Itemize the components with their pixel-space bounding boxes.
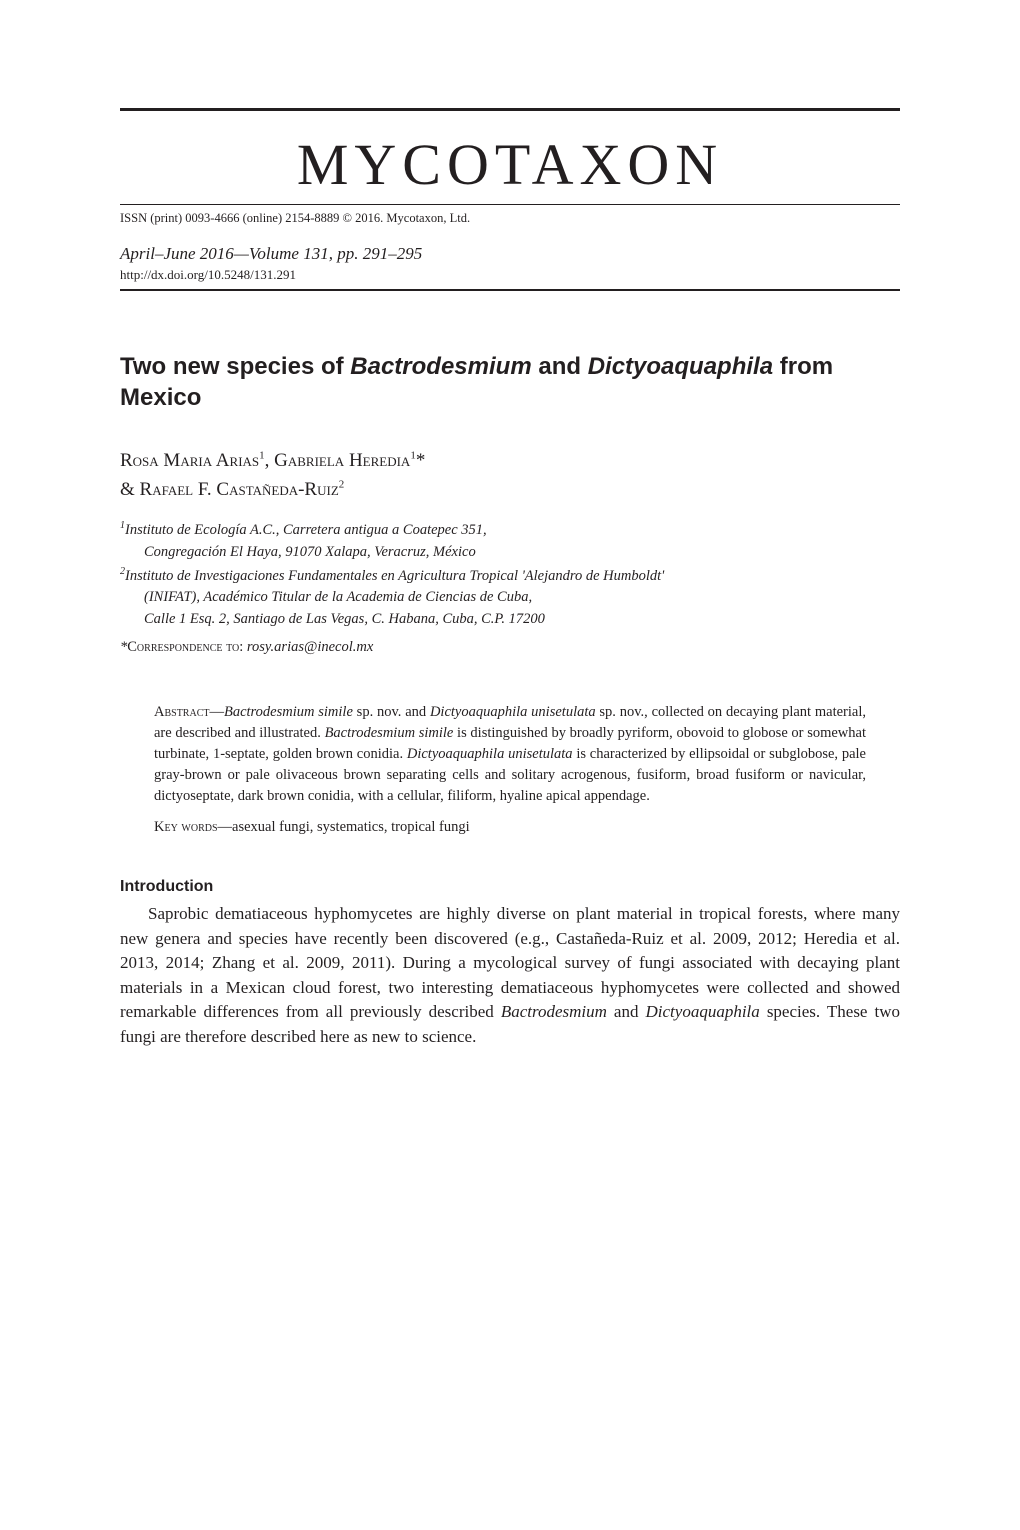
affiliations-block: 1Instituto de Ecología A.C., Carretera a… — [120, 518, 900, 630]
abstract-text-2: sp. nov. and — [353, 704, 430, 720]
rule-under-doi — [120, 289, 900, 291]
journal-logo-row: MYCOTAXON — [120, 131, 900, 198]
journal-logo: MYCOTAXON — [297, 131, 723, 198]
author-sep: , — [265, 450, 275, 471]
correspondence-line: *Correspondence to: rosy.arias@inecol.mx — [120, 639, 900, 656]
rule-top — [120, 108, 900, 111]
title-genus-1: Bactrodesmium — [350, 353, 531, 380]
keywords-dash: — — [218, 819, 233, 835]
correspondence-sep: : — [239, 639, 247, 655]
abstract-paragraph: Abstract—Bactrodesmium simile sp. nov. a… — [120, 702, 900, 807]
keywords-label: Key words — [154, 819, 218, 835]
authors-block: Rosa Maria Arias1, Gabriela Heredia1* & … — [120, 447, 900, 504]
abstract-taxon-1: Bactrodesmium simile — [224, 704, 353, 720]
affil-1-line-1: Instituto de Ecología A.C., Carretera an… — [125, 522, 487, 538]
intro-paragraph: Saprobic dematiaceous hyphomycetes are h… — [120, 902, 900, 1050]
abstract-taxon-2: Dictyoaquaphila unisetulata — [430, 704, 596, 720]
abstract-taxon-4: Dictyoaquaphila unisetulata — [407, 746, 573, 762]
intro-genus-1: Bactrodesmium — [501, 1002, 607, 1021]
title-genus-2: Dictyoaquaphila — [588, 353, 773, 380]
rule-under-logo — [120, 204, 900, 205]
author-3-affil-sup: 2 — [339, 479, 345, 491]
author-3: Rafael F. Castañeda-Ruiz — [140, 479, 339, 500]
author-1: Rosa Maria Arias — [120, 450, 259, 471]
title-prefix: Two new species of — [120, 353, 350, 380]
keywords-line: Key words—asexual fungi, systematics, tr… — [120, 819, 900, 836]
correspondence-email: rosy.arias@inecol.mx — [247, 639, 373, 655]
abstract-taxon-3: Bactrodesmium simile — [325, 725, 454, 741]
doi-line: http://dx.doi.org/10.5248/131.291 — [120, 267, 900, 283]
affil-1-line-2: Congregación El Haya, 91070 Xalapa, Vera… — [120, 542, 900, 564]
affil-2-line-3: Calle 1 Esq. 2, Santiago de Las Vegas, C… — [120, 609, 900, 631]
title-mid: and — [532, 353, 588, 380]
correspondence-label: Correspondence to — [127, 639, 239, 655]
author-2-star: * — [416, 450, 426, 471]
article-title: Two new species of Bactrodesmium and Dic… — [120, 351, 900, 413]
intro-genus-2: Dictyoaquaphila — [646, 1002, 760, 1021]
author-2: Gabriela Heredia — [274, 450, 410, 471]
keywords-text: asexual fungi, systematics, tropical fun… — [232, 819, 470, 835]
author-amp: & — [120, 479, 140, 500]
issn-line: ISSN (print) 0093-4666 (online) 2154-888… — [120, 211, 900, 226]
affil-2-line-1: Instituto de Investigaciones Fundamental… — [125, 568, 664, 584]
volume-line: April–June 2016—Volume 131, pp. 291–295 — [120, 244, 900, 264]
abstract-label: Abstract — [154, 704, 209, 720]
affil-2-line-2: (INIFAT), Académico Titular de la Academ… — [120, 587, 900, 609]
abstract-dash: — — [209, 704, 224, 720]
intro-text-c: and — [607, 1002, 646, 1021]
section-heading-introduction: Introduction — [120, 878, 900, 896]
